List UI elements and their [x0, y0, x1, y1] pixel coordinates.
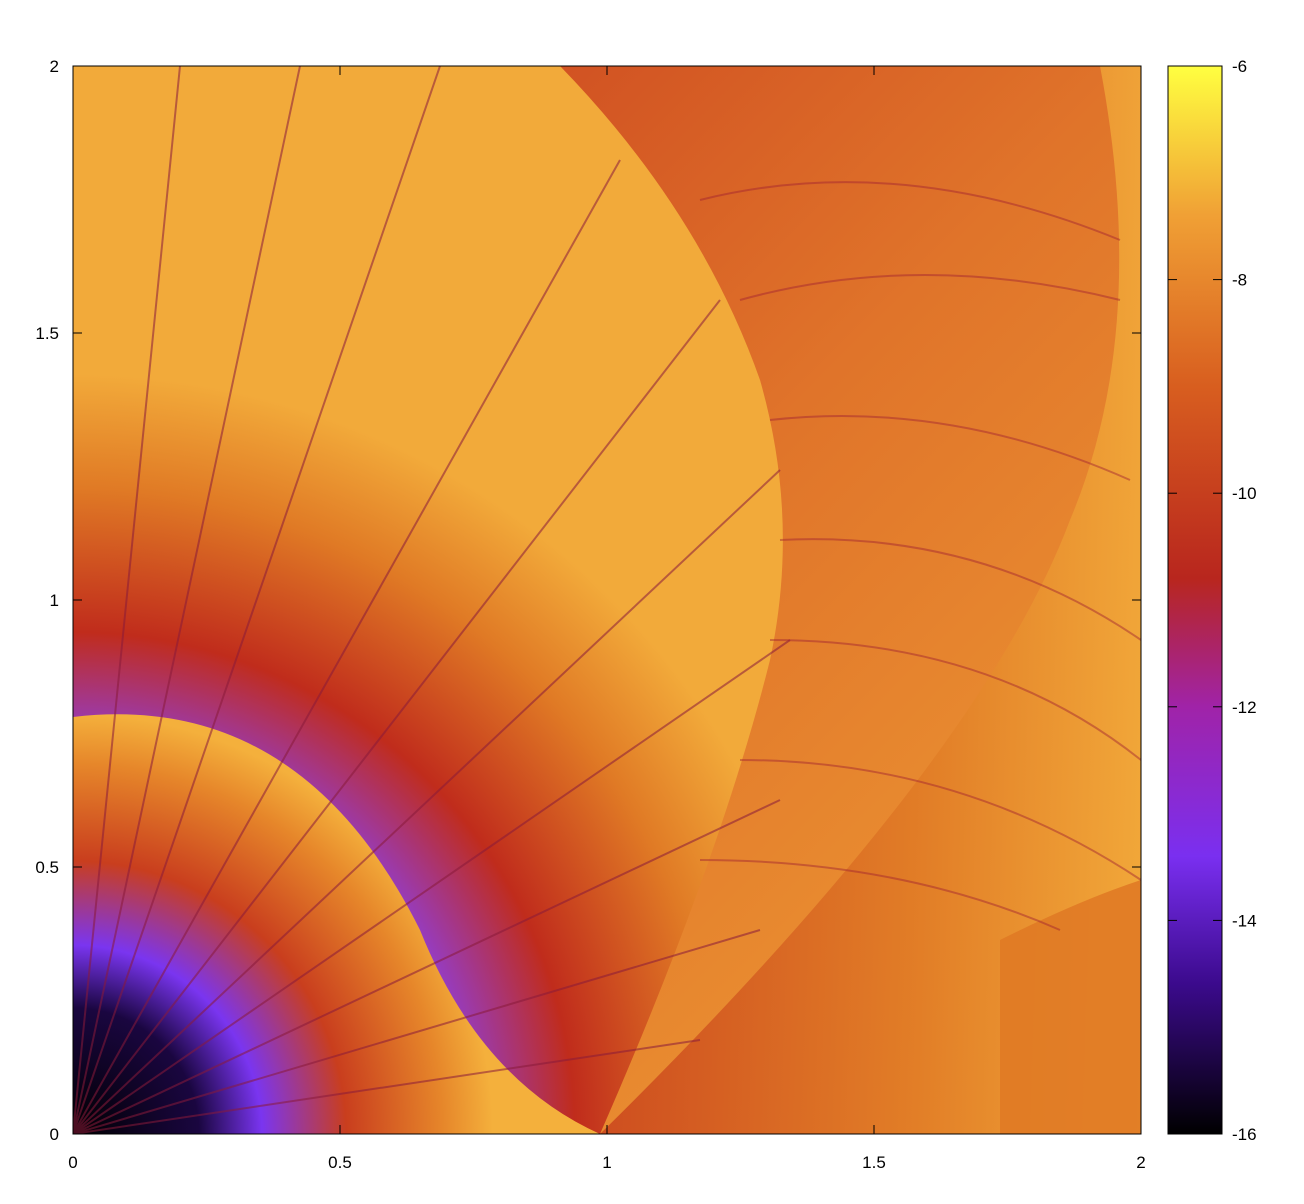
heatmap-image [73, 66, 1141, 1134]
y-tick-label: 1.5 [35, 324, 59, 343]
x-tick-label: 1.5 [862, 1153, 886, 1172]
colorbar-tick-label: -12 [1232, 698, 1257, 717]
y-tick-label: 1 [50, 591, 59, 610]
y-tick-label: 0.5 [35, 858, 59, 877]
x-axis: 0 0.5 1 1.5 2 [68, 66, 1146, 1172]
colorbar-tick-label: -10 [1232, 484, 1257, 503]
y-tick-label: 0 [50, 1125, 59, 1144]
colorbar-tick-label: -14 [1232, 911, 1257, 930]
colorbar-tick-label: -16 [1232, 1125, 1257, 1144]
x-tick-label: 0.5 [328, 1153, 352, 1172]
colorbar-ticks: -6 -8 -10 -12 -14 -16 [1168, 57, 1257, 1144]
y-axis: 0 0.5 1 1.5 2 [35, 57, 1141, 1144]
y-tick-label: 2 [50, 57, 59, 76]
colorbar-tick-label: -8 [1232, 271, 1247, 290]
x-tick-label: 0 [68, 1153, 77, 1172]
colorbar-tick-label: -6 [1232, 57, 1247, 76]
colorbar-gradient [1167, 65, 1223, 1135]
x-tick-label: 1 [602, 1153, 611, 1172]
colorbar: -6 -8 -10 -12 -14 -16 [1167, 57, 1257, 1144]
x-tick-label: 2 [1136, 1153, 1145, 1172]
